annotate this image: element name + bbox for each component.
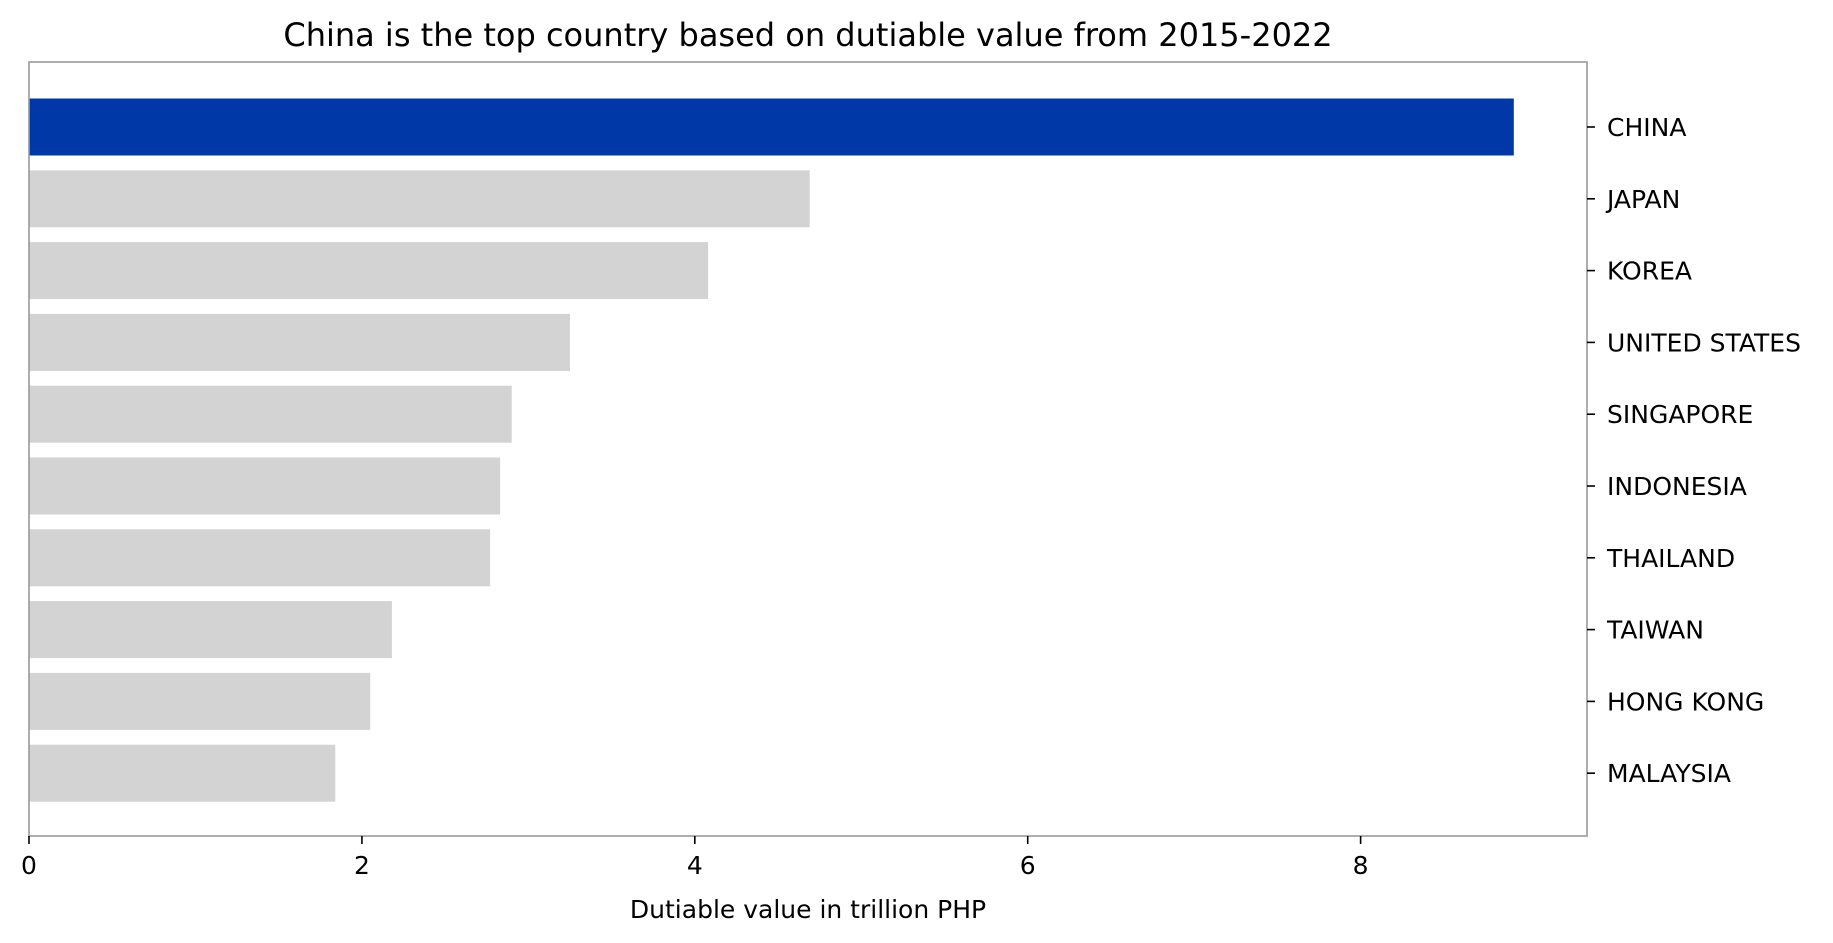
x-tick-label-2: 2: [354, 851, 370, 880]
y-tick-label-korea: KOREA: [1607, 257, 1692, 286]
bar-united-states: [29, 313, 570, 371]
bars-layer: [29, 98, 1514, 802]
plot-frame: [28, 61, 1588, 837]
bar-malaysia: [29, 744, 336, 802]
bar-thailand: [29, 529, 491, 587]
y-tick-label-thailand: THAILAND: [1606, 544, 1735, 573]
bar-china: [29, 98, 1514, 156]
bar-taiwan: [29, 601, 392, 659]
y-tick-label-malaysia: MALAYSIA: [1607, 759, 1731, 788]
y-tick-label-hong-kong: HONG KONG: [1607, 687, 1764, 716]
bar-japan: [29, 170, 810, 228]
x-tick-label-6: 6: [1020, 851, 1036, 880]
y-axis: CHINA JAPAN KOREA UNITED STATES SINGAPORE IND…: [1587, 113, 1801, 788]
x-axis-label: Dutiable value in trillion PHP: [630, 895, 986, 924]
bar-singapore: [29, 385, 512, 443]
x-axis: 0 2 4 6 8: [21, 836, 1369, 880]
y-tick-label-taiwan: TAIWAN: [1606, 616, 1704, 645]
bar-korea: [29, 242, 709, 300]
y-tick-label-indonesia: INDONESIA: [1607, 472, 1747, 501]
bar-indonesia: [29, 457, 501, 515]
y-tick-label-singapore: SINGAPORE: [1607, 400, 1753, 429]
y-tick-label-japan: JAPAN: [1605, 185, 1680, 214]
y-tick-label-china: CHINA: [1607, 113, 1686, 142]
x-tick-label-4: 4: [687, 851, 703, 880]
chart-title: China is the top country based on dutiab…: [283, 16, 1332, 54]
y-tick-label-united-states: UNITED STATES: [1607, 328, 1801, 357]
x-tick-label-8: 8: [1353, 851, 1369, 880]
x-tick-label-0: 0: [21, 851, 37, 880]
bar-hong-kong: [29, 672, 371, 730]
